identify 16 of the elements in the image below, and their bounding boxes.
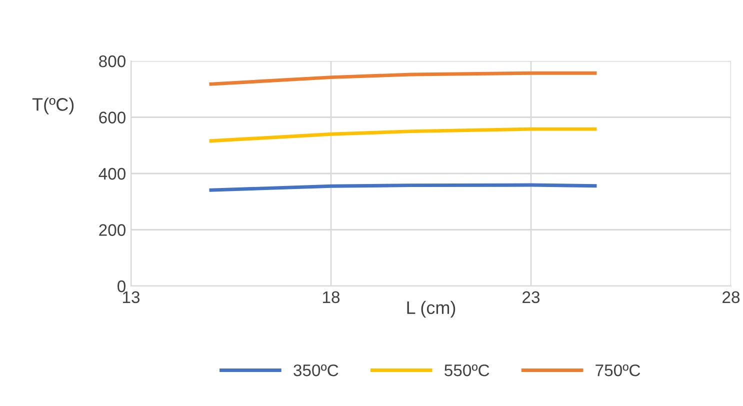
legend-label: 750ºC	[596, 364, 640, 376]
x-tick-label: 13	[123, 291, 140, 304]
x-tick-label: 23	[522, 291, 540, 304]
line-series	[209, 71, 597, 86]
legend-label: 350ºC	[294, 364, 338, 376]
x-tick-label: 28	[722, 291, 740, 304]
y-tick-label: 200	[99, 224, 126, 236]
x-tick-label: 18	[323, 291, 340, 304]
y-axis-title: T(ºC)	[32, 98, 74, 114]
x-axis-title: L (cm)	[407, 300, 456, 318]
y-tick-label: 800	[99, 55, 126, 68]
y-tick-label: 600	[99, 112, 126, 124]
legend-label: 550ºC	[444, 364, 490, 376]
y-tick-label: 400	[98, 168, 126, 180]
line-series	[209, 127, 597, 143]
y-tick-label: 0	[118, 280, 126, 292]
